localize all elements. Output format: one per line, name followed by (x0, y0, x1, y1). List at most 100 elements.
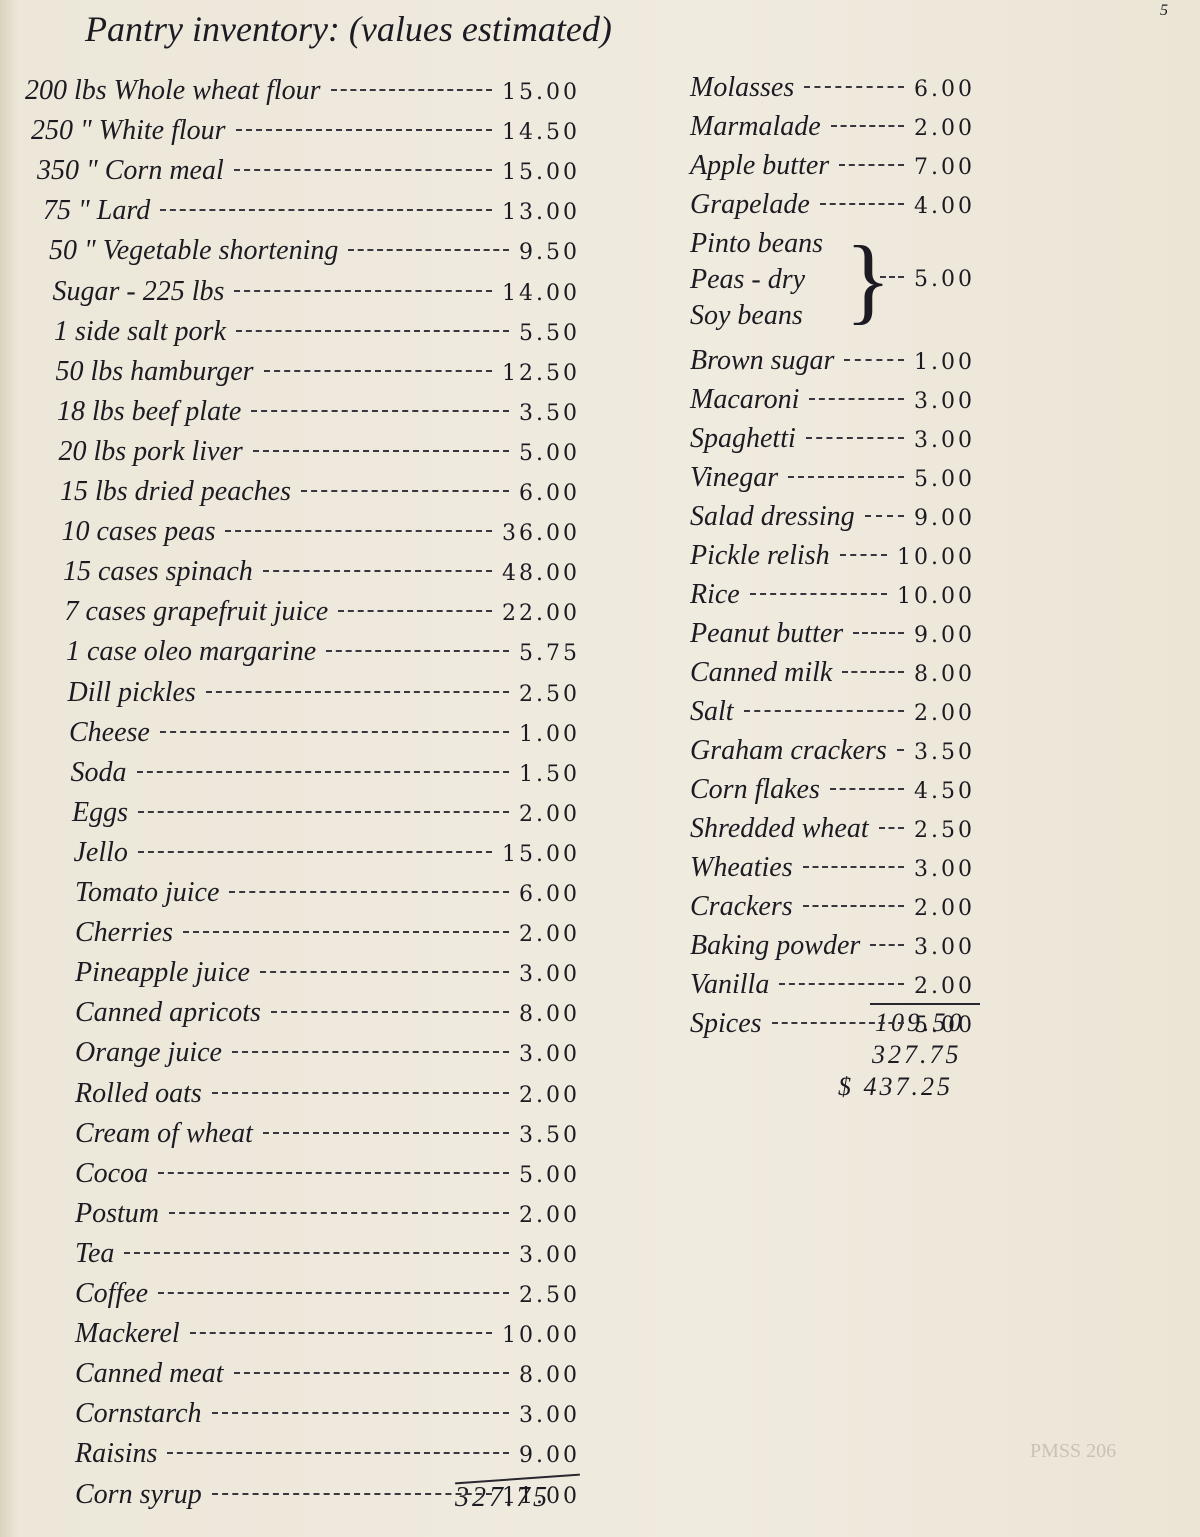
item-label: Corn flakes (690, 774, 820, 805)
item-label: Baking powder (690, 930, 861, 961)
leader-dashes (229, 891, 510, 893)
leader-dashes (167, 1452, 510, 1455)
item-value: 2.00 (519, 801, 580, 827)
inventory-row: Sugar - 225 lbs 14.00 (53, 276, 581, 312)
item-value: 48.00 (502, 561, 580, 587)
item-label: Cherries (75, 917, 173, 949)
inventory-row: Apple butter 7.00 (690, 150, 975, 186)
leader-dashes (270, 1011, 510, 1014)
inventory-row: 50 " Vegetable shortening 9.50 (49, 235, 580, 271)
leader-dashes (183, 931, 510, 934)
item-value: 2.50 (519, 681, 580, 707)
item-label: 20 lbs pork liver (58, 435, 243, 467)
leader-dashes (839, 164, 905, 166)
inventory-row: 200 lbs Whole wheat flour 15.00 (25, 75, 580, 111)
brace: } (845, 226, 892, 333)
item-label: Tomato juice (75, 877, 220, 908)
item-value: 22.00 (502, 601, 580, 627)
leader-dashes (348, 249, 510, 252)
inventory-row: 1 side salt pork 5.50 (54, 316, 580, 352)
item-value: 9.00 (914, 506, 975, 531)
item-value: 9.00 (519, 1443, 580, 1469)
item-value: 4.50 (914, 779, 975, 804)
item-label: Vinegar (690, 462, 779, 493)
item-label: Mackerel (75, 1318, 180, 1350)
item-value: 15.00 (502, 841, 580, 867)
item-value: 3.00 (519, 1242, 580, 1268)
inventory-row: Canned meat 8.00 (75, 1358, 580, 1394)
item-value: 2.50 (519, 1283, 580, 1308)
item-value: 3.00 (914, 857, 975, 882)
item-value: 1.50 (519, 761, 580, 787)
inventory-row: Soda 1.50 (71, 757, 581, 793)
item-label: 350 " Corn meal (37, 155, 224, 187)
item-label: Marmalade (690, 111, 821, 142)
item-value: 3.00 (519, 1042, 580, 1068)
leader-dashes (864, 515, 905, 517)
item-value: 2.00 (519, 1202, 580, 1228)
item-value: 10.00 (897, 584, 975, 609)
item-label: Graham crackers (690, 735, 887, 766)
item-value: 10.00 (502, 1323, 580, 1349)
inventory-row: Pineapple juice 3.00 (75, 957, 580, 993)
inventory-row: Jello 15.00 (74, 837, 581, 873)
leader-dashes (137, 850, 493, 853)
item-value: 5.00 (519, 440, 580, 466)
item-value: 15.00 (502, 160, 580, 186)
leader-dashes (788, 476, 905, 478)
item-value: 5.00 (519, 1162, 580, 1188)
leader-dashes (878, 827, 905, 829)
inventory-row: Salad dressing 9.00 (690, 501, 975, 537)
item-group: Pinto beans Peas - dry Soy beans (690, 228, 823, 336)
leader-dashes (743, 710, 905, 712)
item-value: 5.00 (914, 1013, 975, 1038)
inventory-row: Vanilla 2.00 (690, 969, 975, 1005)
leader-dashes (233, 1372, 510, 1375)
item-value: 3.00 (914, 389, 975, 414)
item-label: Raisins (75, 1438, 158, 1470)
item-label: Sugar - 225 lbs (52, 275, 225, 307)
item-label: Jello (73, 836, 128, 868)
item-label: 10 cases peas (61, 516, 216, 548)
item-label: Salt (690, 696, 734, 727)
leader-dashes (124, 1251, 510, 1254)
leader-dashes (779, 983, 905, 985)
item-label: 15 lbs dried peaches (60, 476, 291, 507)
item-label: Grapelade (690, 189, 810, 220)
item-label: 50 " Vegetable shortening (49, 235, 339, 267)
item-value: 9.00 (914, 623, 975, 648)
leader-dashes (338, 610, 493, 613)
item-value: 11.00 (502, 1483, 580, 1509)
leader-dashes (809, 398, 905, 400)
grand-total: $ 437.25 (838, 1072, 953, 1101)
item-value: 14.00 (502, 280, 580, 306)
leader-dashes (159, 730, 510, 733)
inventory-row: Corn syrup 11.00 (75, 1479, 580, 1515)
inventory-row: Orange juice 3.00 (75, 1037, 580, 1073)
inventory-row: 50 lbs hamburger 12.50 (56, 356, 581, 392)
left-total: 327.75 (455, 1482, 550, 1513)
leader-dashes (251, 409, 510, 412)
item-value: 10.00 (897, 545, 975, 570)
inventory-row: Wheaties 3.00 (690, 852, 975, 888)
item-value: 2.00 (914, 701, 975, 726)
inventory-row: Macaroni 3.00 (690, 384, 975, 420)
item-value: 5.50 (519, 320, 580, 346)
inventory-row: Dill pickles 2.50 (68, 677, 581, 713)
leader-dashes (771, 1022, 905, 1024)
item-label: Rolled oats (75, 1077, 202, 1109)
leader-dashes (844, 359, 905, 361)
item-label: 250 " White flour (31, 115, 226, 147)
item-label: 1 case oleo margarine (66, 636, 317, 668)
item-value: 2.00 (519, 922, 580, 948)
item-label: Brown sugar (690, 345, 835, 376)
item-label: Cocoa (75, 1157, 149, 1189)
leader-dashes (839, 554, 888, 556)
item-value: 6.00 (914, 77, 975, 102)
inventory-row: Rolled oats 2.00 (75, 1078, 580, 1114)
item-value: 7.00 (914, 155, 975, 180)
carried-total: 327.75 (872, 1040, 962, 1069)
item-value: 3.50 (519, 400, 580, 426)
leader-dashes (235, 129, 493, 132)
item-value: 8.00 (519, 1002, 580, 1028)
